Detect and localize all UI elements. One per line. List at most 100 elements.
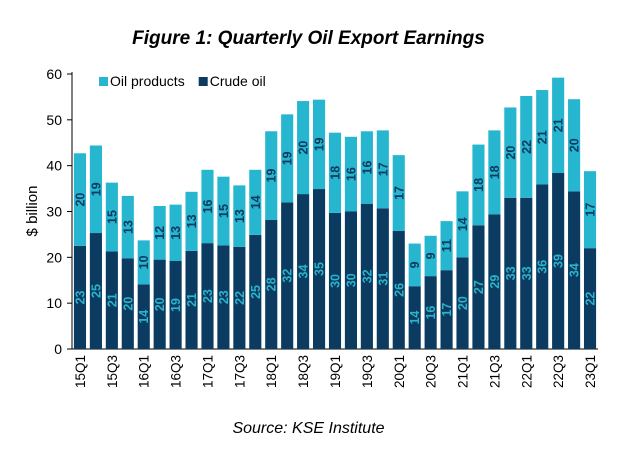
x-tick-label: 19Q3 [360, 355, 375, 388]
bar-crude-oil [73, 245, 87, 349]
x-tick-label: 20Q3 [424, 355, 439, 388]
data-label-crude-oil: 23 [217, 290, 231, 304]
data-label-crude-oil: 17 [440, 303, 454, 317]
y-tick-label: 20 [46, 249, 62, 265]
bar-crude-oil [137, 284, 150, 349]
data-label-crude-oil: 39 [552, 254, 566, 268]
data-label-crude-oil: 33 [520, 266, 534, 280]
x-tick-label: 17Q3 [232, 355, 247, 388]
data-label-crude-oil: 31 [376, 272, 390, 286]
x-tick-label: 16Q3 [169, 355, 184, 388]
chart-source: Source: KSE Institute [232, 420, 385, 437]
x-tick-label: 23Q1 [583, 355, 598, 388]
data-label-oil-products: 17 [392, 186, 406, 200]
bar-crude-oil [344, 211, 357, 349]
chart-title: Figure 1: Quarterly Oil Export Earnings [132, 28, 485, 49]
bar-oil-products [472, 144, 485, 226]
bar-oil-products [408, 243, 421, 287]
data-label-crude-oil: 26 [392, 283, 406, 297]
x-tick-label: 17Q1 [200, 355, 215, 388]
data-label-oil-products: 19 [265, 169, 279, 183]
bar-oil-products [297, 101, 310, 195]
bar-oil-products [440, 221, 453, 271]
data-label-oil-products: 21 [552, 118, 566, 132]
bar-oil-products [424, 235, 437, 277]
data-label-oil-products: 22 [520, 140, 534, 154]
x-tick-label: 20Q1 [392, 355, 407, 388]
data-label-oil-products: 17 [376, 162, 390, 176]
data-label-crude-oil: 20 [456, 296, 470, 310]
bar-crude-oil [376, 208, 389, 349]
data-label-crude-oil: 36 [536, 260, 550, 274]
bar-oil-products [249, 169, 262, 235]
data-label-crude-oil: 21 [185, 293, 199, 307]
data-label-crude-oil: 30 [344, 273, 358, 287]
bar-crude-oil [504, 197, 517, 349]
bar-crude-oil [360, 203, 373, 349]
data-label-crude-oil: 20 [153, 297, 167, 311]
bar-oil-products [89, 145, 102, 234]
x-tick-label: 22Q3 [551, 355, 566, 388]
data-label-crude-oil: 27 [472, 280, 486, 294]
data-label-oil-products: 13 [185, 214, 199, 228]
data-label-oil-products: 13 [121, 220, 135, 234]
bar-crude-oil [297, 194, 310, 349]
bar-oil-products [456, 191, 469, 258]
data-label-oil-products: 18 [472, 178, 486, 192]
bar-oil-products [520, 96, 533, 198]
data-label-crude-oil: 32 [281, 269, 295, 283]
x-tick-label: 21Q3 [487, 355, 502, 388]
data-label-oil-products: 21 [536, 130, 550, 144]
x-tick-label: 18Q1 [264, 355, 279, 388]
bar-crude-oil [201, 243, 214, 349]
bar-oil-products [73, 153, 87, 246]
y-tick-label: 40 [46, 158, 62, 174]
data-label-oil-products: 20 [297, 141, 311, 155]
data-label-crude-oil: 14 [137, 310, 151, 324]
data-label-oil-products: 20 [568, 138, 582, 152]
bar-oil-products [105, 182, 118, 252]
data-label-oil-products: 9 [408, 261, 422, 268]
bar-crude-oil [153, 259, 166, 349]
x-tick-label: 16Q1 [137, 355, 152, 388]
bar-crude-oil [249, 234, 262, 349]
bar-oil-products [328, 132, 342, 213]
y-tick-label: 10 [46, 295, 62, 311]
data-label-oil-products: 14 [249, 195, 263, 209]
x-tick-label: 18Q3 [296, 355, 311, 388]
legend-swatch [198, 77, 208, 86]
y-tick-label: 60 [46, 66, 62, 82]
data-label-crude-oil: 34 [568, 263, 582, 277]
bar-oil-products [536, 90, 549, 185]
y-tick-label: 0 [54, 341, 62, 357]
bar-crude-oil [583, 248, 597, 349]
bar-oil-products [376, 130, 389, 209]
bar-crude-oil [121, 258, 134, 349]
data-label-oil-products: 12 [153, 226, 167, 240]
bar-oil-products [201, 169, 214, 244]
data-label-crude-oil: 22 [233, 291, 247, 305]
data-label-oil-products: 20 [504, 146, 518, 160]
bar-crude-oil [488, 214, 501, 349]
data-label-oil-products: 16 [360, 161, 374, 175]
bar-oil-products [217, 176, 230, 246]
data-label-crude-oil: 14 [408, 311, 422, 325]
data-label-oil-products: 18 [329, 166, 343, 180]
bar-crude-oil [217, 245, 230, 349]
y-tick-label: 30 [46, 204, 62, 220]
bar-oil-products [568, 99, 581, 192]
data-label-oil-products: 10 [137, 255, 151, 269]
data-label-oil-products: 19 [281, 151, 295, 165]
data-label-oil-products: 18 [488, 165, 502, 179]
data-label-oil-products: 15 [217, 204, 231, 218]
bar-crude-oil [408, 286, 421, 349]
data-label-crude-oil: 30 [329, 274, 343, 288]
bar-crude-oil [568, 191, 581, 349]
data-label-crude-oil: 25 [249, 285, 263, 299]
x-tick-label: 19Q1 [328, 355, 343, 388]
x-tick-label: 21Q1 [456, 355, 471, 388]
data-label-crude-oil: 22 [584, 292, 598, 306]
bar-oil-products [185, 191, 198, 251]
bar-crude-oil [105, 251, 118, 349]
y-axis-label: $ billion [24, 186, 41, 237]
